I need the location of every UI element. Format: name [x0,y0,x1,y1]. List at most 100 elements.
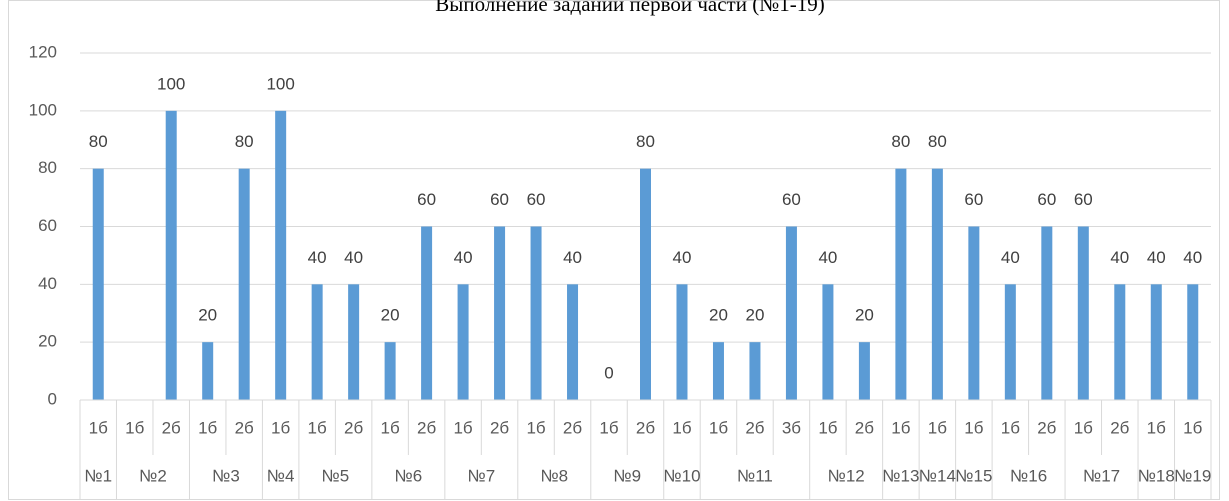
group-label: №6 [395,466,423,485]
group-label: №2 [139,466,167,485]
x-tick-label: 1б [526,418,545,437]
bar [92,168,104,400]
bar [785,226,797,400]
group-label: №18 [1138,466,1175,485]
bar [1150,284,1162,400]
value-label: 40 [344,248,363,267]
x-tick-label: 1б [928,418,947,437]
bar [822,284,834,400]
bar [712,342,724,400]
value-label: 80 [636,132,655,151]
y-tick-label: 20 [38,332,57,351]
y-tick-label: 40 [38,274,57,293]
bar [1004,284,1016,400]
group-label: №17 [1083,466,1120,485]
y-tick-label: 100 [29,100,57,119]
x-tick-label: 1б [381,418,400,437]
x-tick-label: 1б [125,418,144,437]
group-label: №5 [322,466,350,485]
x-tick-label: 2б [1037,418,1056,437]
value-label: 60 [527,190,546,209]
value-label: 40 [308,248,327,267]
bar [421,226,433,400]
x-tick-label: 1б [1074,418,1093,437]
value-label: 40 [1001,248,1020,267]
y-tick-label: 0 [48,389,57,408]
x-tick-label: 2б [745,418,764,437]
x-tick-label: 1б [1147,418,1166,437]
value-label: 40 [673,248,692,267]
bar [640,168,651,400]
value-label: 60 [1037,190,1056,209]
x-tick-label: 1б [1001,418,1020,437]
group-label: №7 [467,466,495,485]
x-tick-label: 1б [453,418,472,437]
bar [1114,284,1126,400]
x-tick-label: 1б [89,418,108,437]
x-tick-label: 2б [636,418,655,437]
value-label: 80 [89,132,108,151]
bar [275,110,287,400]
value-label: 20 [381,306,400,325]
bar [348,284,360,400]
value-label: 100 [157,74,185,93]
x-tick-label: 1б [308,418,327,437]
x-tick-label: 2б [417,418,436,437]
value-label: 100 [266,74,294,93]
x-tick-label: 1б [818,418,837,437]
chart-title: Выполнение заданий первой части (№1-19) [435,0,824,16]
value-label: 60 [417,190,436,209]
x-tick-label: 1б [672,418,691,437]
bar [165,110,177,400]
group-label: №3 [212,466,240,485]
value-label: 20 [709,306,728,325]
group-label: №8 [540,466,568,485]
value-label: 60 [1074,190,1093,209]
group-label: №14 [919,466,956,485]
bar [567,284,579,400]
x-tick-label: 1б [599,418,618,437]
bar [457,284,469,400]
x-tick-label: 1б [709,418,728,437]
x-tick-label: 2б [490,418,509,437]
value-label: 20 [855,306,874,325]
value-label: 60 [964,190,983,209]
x-tick-label: 2б [563,418,582,437]
x-tick-label: 2б [162,418,181,437]
group-label: №9 [613,466,641,485]
value-label: 40 [454,248,473,267]
bar [895,168,907,400]
bar [494,226,506,400]
group-label: №4 [267,466,295,485]
bar [1041,226,1053,400]
x-tick-label: 2б [344,418,363,437]
group-label: №13 [882,466,919,485]
x-tick-label: 2б [235,418,254,437]
bar [238,168,250,400]
x-tick-label: 1б [198,418,217,437]
bar [384,342,396,400]
value-label: 40 [1110,248,1129,267]
y-tick-label: 60 [38,216,57,235]
x-tick-label: 3б [782,418,801,437]
value-label: 40 [818,248,837,267]
group-label: №10 [663,466,700,485]
value-label: 80 [928,132,947,151]
x-tick-label: 1б [891,418,910,437]
value-label: 60 [490,190,509,209]
x-tick-label: 1б [271,418,290,437]
group-label: №19 [1174,466,1211,485]
group-label: №1 [84,466,112,485]
bar [311,284,323,400]
bar [858,342,870,400]
group-label: №15 [955,466,992,485]
x-tick-label: 2б [855,418,874,437]
group-label: №11 [737,466,773,485]
value-label: 0 [604,363,613,382]
group-label: №12 [828,466,865,485]
bar [931,168,943,400]
y-tick-label: 80 [38,158,57,177]
group-label: №16 [1010,466,1047,485]
value-label: 20 [198,306,217,325]
